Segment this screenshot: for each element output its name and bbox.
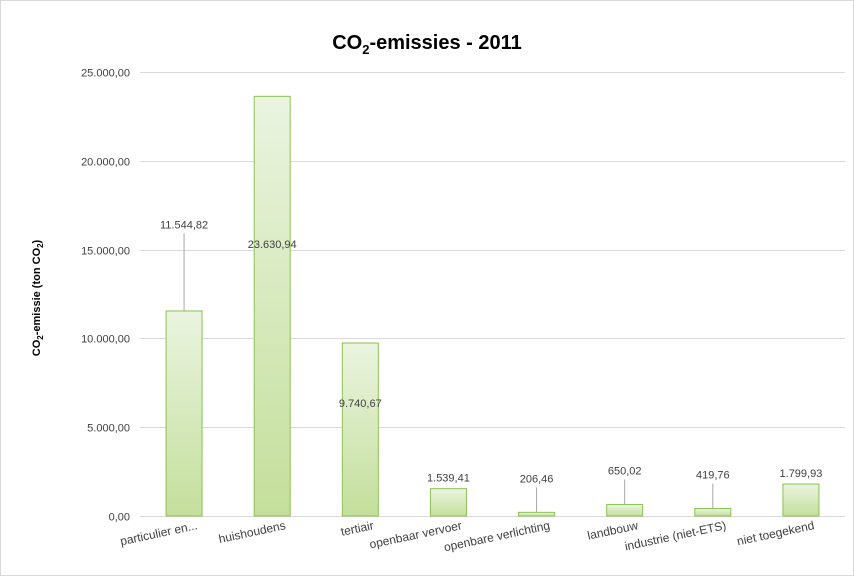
y-tick-labels: 0,00 5.000,00 10.000,00 15.000,00 20.000,00 2… bbox=[81, 68, 130, 524]
bar-7 bbox=[782, 483, 820, 517]
data-label-4: 206,46 bbox=[520, 473, 554, 485]
data-label-7: 1.799,93 bbox=[780, 468, 823, 480]
data-label-5: 650,02 bbox=[608, 465, 642, 477]
data-label-3: 1.539,41 bbox=[427, 473, 470, 485]
y-axis-label-end: ) bbox=[31, 239, 43, 243]
y-tick-label-1: 5.000,00 bbox=[87, 423, 130, 435]
data-label-2: 9.740,67 bbox=[339, 398, 382, 410]
y-axis-label-mid: -emissie (ton CO bbox=[31, 247, 43, 335]
bar-0 bbox=[165, 310, 203, 517]
y-tick-label-5: 25.000,00 bbox=[81, 68, 130, 80]
category-label-2: tertiair bbox=[339, 518, 375, 539]
y-tick-label-2: 10.000,00 bbox=[81, 334, 130, 346]
y-axis-label-subscript: 2 bbox=[36, 335, 45, 340]
y-tick-label-4: 20.000,00 bbox=[81, 157, 130, 169]
bar-2 bbox=[341, 342, 379, 517]
y-axis-label-subscript-2: 2 bbox=[36, 243, 45, 248]
data-label-1: 23.630,94 bbox=[248, 239, 297, 251]
y-tick-label-0: 0,00 bbox=[109, 512, 130, 524]
bar-1 bbox=[253, 95, 291, 517]
bar-4 bbox=[518, 511, 556, 517]
y-tick-label-3: 15.000,00 bbox=[81, 246, 130, 258]
data-labels: 11.544,82 23.630,94 9.740,67 1.539,41 206,46… bbox=[160, 219, 822, 485]
data-label-6: 419,76 bbox=[696, 470, 730, 482]
y-axis-label-main: CO bbox=[31, 339, 43, 356]
bar-5 bbox=[606, 503, 644, 517]
bar-3 bbox=[429, 488, 467, 517]
chart-title: CO2-emissies - 2011 bbox=[332, 32, 522, 57]
y-axis-label: CO2-emissie (ton CO2) bbox=[31, 239, 45, 356]
bars bbox=[165, 95, 820, 517]
bar-6 bbox=[694, 508, 732, 517]
chart-title-rest: -emissies - 2011 bbox=[369, 32, 521, 54]
chart-title-subscript: 2 bbox=[362, 42, 369, 57]
data-label-0: 11.544,82 bbox=[160, 219, 208, 231]
leader-lines bbox=[183, 233, 714, 513]
chart-title-main: CO bbox=[332, 32, 362, 54]
